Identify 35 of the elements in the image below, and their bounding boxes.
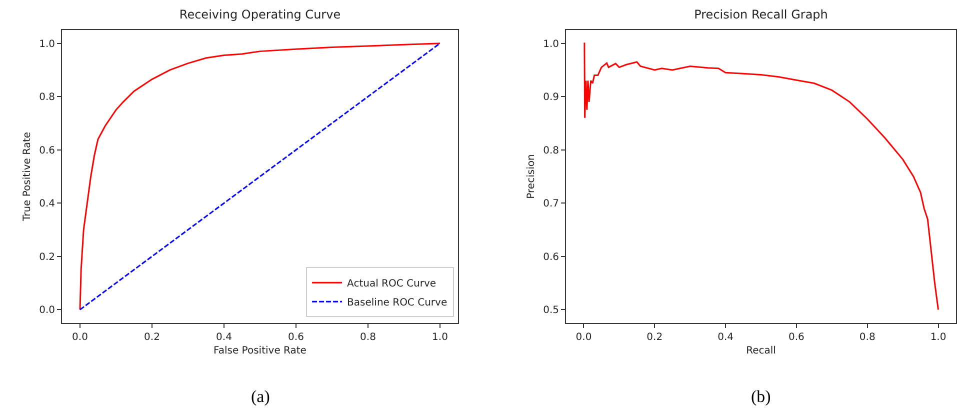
x-axis-title: False Positive Rate <box>214 346 306 356</box>
y-tick-label: 0.8 <box>39 92 55 104</box>
x-axis-title: Recall <box>746 346 776 356</box>
x-tick-label: 0.8 <box>859 332 876 343</box>
y-tick-label: 0.2 <box>39 252 55 263</box>
x-tick-label: 0.2 <box>144 332 160 343</box>
legend-label: Actual ROC Curve <box>347 278 436 290</box>
line-series <box>582 42 940 310</box>
y-tick-label: 0.0 <box>39 305 55 316</box>
x-tick-label: 1.0 <box>930 332 946 343</box>
y-tick-label: 0.6 <box>543 252 559 263</box>
x-tick-label: 0.0 <box>72 332 88 343</box>
x-tick-label: 1.0 <box>432 332 448 343</box>
x-tick-label: 0.6 <box>788 332 804 343</box>
y-tick-label: 0.8 <box>543 145 559 156</box>
y-tick-label: 0.5 <box>543 305 559 316</box>
chart-title: Receiving Operating Curve <box>179 8 341 22</box>
x-tick-label: 0.4 <box>718 332 734 343</box>
x-tick-label: 0.4 <box>216 332 232 343</box>
y-tick-label: 0.9 <box>543 92 559 104</box>
text: (b) <box>751 387 771 406</box>
legend-label: Baseline ROC Curve <box>347 298 448 309</box>
x-tick-label: 0.2 <box>646 332 663 343</box>
text: (a) <box>251 387 270 406</box>
chart-title: Precision Recall Graph <box>694 8 828 22</box>
x-tick-label: 0.8 <box>360 332 376 343</box>
y-axis-title: True Positive Rate <box>22 132 34 222</box>
y-tick-label: 1.0 <box>543 38 559 50</box>
x-tick-label: 0.6 <box>288 332 304 343</box>
y-tick-label: 0.6 <box>39 145 55 156</box>
y-axis-title: Precision <box>526 154 538 199</box>
y-tick-label: 0.7 <box>543 198 559 210</box>
x-tick-label: 0.0 <box>576 332 592 343</box>
y-tick-label: 1.0 <box>39 38 55 50</box>
y-tick-label: 0.4 <box>39 198 55 210</box>
